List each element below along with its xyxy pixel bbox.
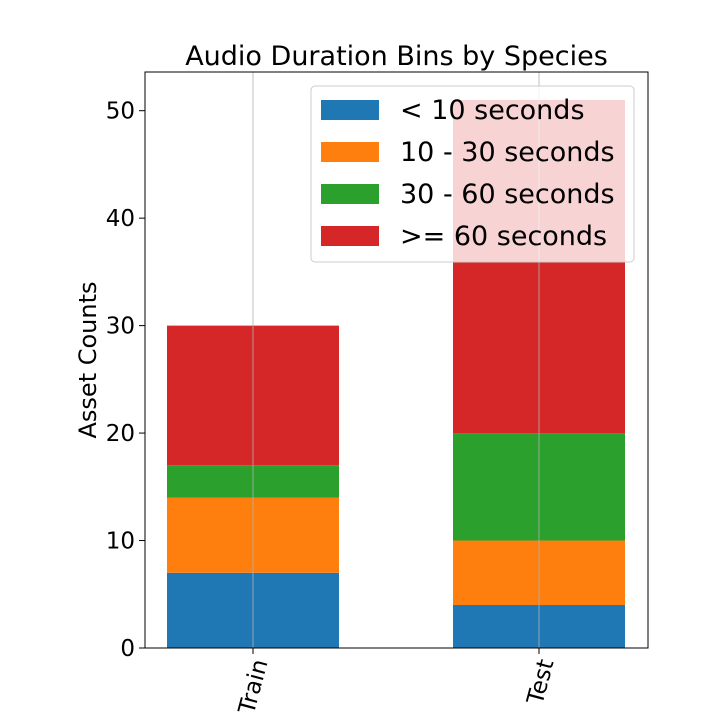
y-tick-label: 40	[106, 206, 135, 232]
y-tick-label: 50	[106, 99, 135, 125]
plot-frame	[144, 71, 649, 649]
y-tick-label: 10	[106, 529, 135, 555]
legend-entry-label: >= 60 seconds	[400, 221, 607, 252]
chart-title: Audio Duration Bins by Species	[185, 41, 608, 72]
legend-entry-label: 30 - 60 seconds	[400, 179, 615, 210]
y-axis-label: Asset Counts	[74, 281, 102, 438]
y-tick-label: 0	[120, 636, 135, 662]
y-tick-label: 20	[106, 421, 135, 447]
legend-swatch	[321, 184, 379, 204]
legend-entry-label: < 10 seconds	[400, 95, 585, 126]
y-axis: 0 10 20 30 40 50	[106, 99, 145, 662]
legend-box	[310, 85, 635, 263]
legend-swatch	[321, 226, 379, 246]
y-tick-label: 30	[106, 314, 135, 340]
legend-swatch	[321, 142, 379, 162]
legend: < 10 seconds 10 - 30 seconds 30 - 60 secon…	[310, 85, 635, 263]
legend-entry-label: 10 - 30 seconds	[400, 137, 615, 168]
legend-swatch	[321, 100, 379, 120]
